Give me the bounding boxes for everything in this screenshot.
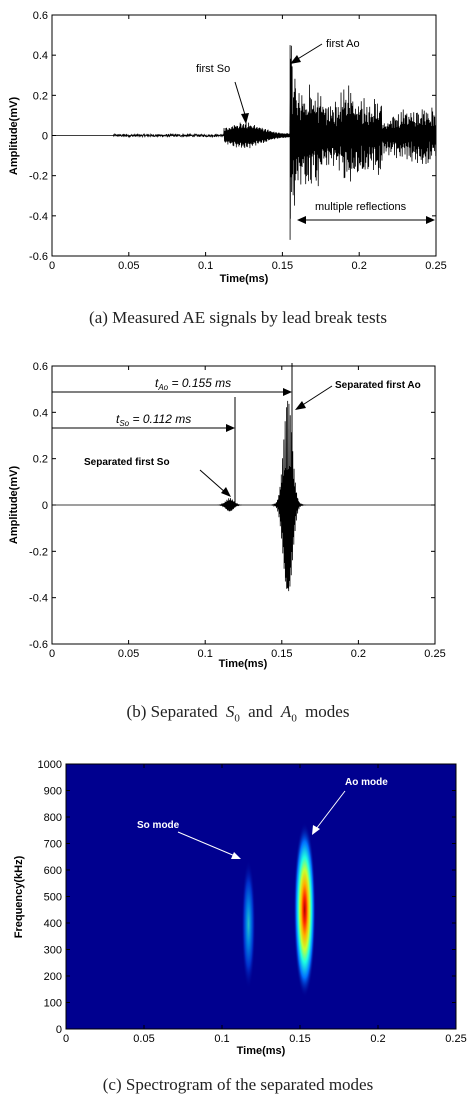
y-tick-label: 0.6 <box>33 10 48 22</box>
annot-so-mode: So mode <box>137 820 180 831</box>
annot-separated-first-so: Separated first So <box>84 457 170 468</box>
y-tick-label: 0.6 <box>33 361 48 373</box>
spectrogram-background <box>66 764 456 1029</box>
plot-b-signal-line <box>52 400 435 592</box>
y-tick-label: 700 <box>44 839 62 851</box>
plot-c-x-ticks: 0 0.05 0.1 0.15 0.2 0.25 <box>63 764 467 1045</box>
y-tick-label: 0.2 <box>33 454 48 466</box>
y-tick-label: 0 <box>42 500 48 512</box>
y-tick-label: 1000 <box>38 759 62 771</box>
y-tick-label: 0.4 <box>33 50 48 62</box>
x-tick-label: 0 <box>49 648 55 660</box>
plot-b: 0 0.05 0.1 0.15 0.2 0.25 -0.6-0.4-0.200.20.40… <box>8 361 446 670</box>
arrow-so-mode <box>177 831 236 857</box>
x-tick-label: 0.25 <box>445 1033 466 1045</box>
plot-c-xlabel: Time(ms) <box>237 1045 286 1057</box>
arrowhead-mr-right <box>426 216 435 224</box>
x-tick-label: 0.25 <box>424 648 445 660</box>
arrowhead-first-ao <box>290 55 301 64</box>
caption-c: (c) Spectrogram of the separated modes <box>102 1075 374 1094</box>
arrowhead-so-mode <box>231 852 241 859</box>
tao-arrowhead <box>283 388 292 396</box>
caption-a: (a) Measured AE signals by lead break te… <box>89 308 387 327</box>
x-tick-label: 0.2 <box>352 260 367 272</box>
arrowhead-separated-so <box>221 487 231 497</box>
annot-first-ao: first Ao <box>326 38 360 50</box>
y-tick-label: 800 <box>44 812 62 824</box>
x-tick-label: 0.05 <box>133 1033 154 1045</box>
spectrogram-ao-blob <box>293 822 316 998</box>
caption-b: (b) Separated S0 and A0 modes <box>126 702 350 725</box>
y-tick-label: -0.2 <box>29 171 48 183</box>
y-tick-label: 300 <box>44 945 62 957</box>
plot-c: 0 0.05 0.1 0.15 0.2 0.25 0 100 200 300 400 500 600 7… <box>13 759 467 1057</box>
plot-a-xlabel: Time(ms) <box>220 273 269 285</box>
plot-a-x-ticks: 0 0.05 0.1 0.15 0.2 0.25 <box>49 15 447 272</box>
x-tick-label: 0.25 <box>425 260 446 272</box>
arrow-ao-mode <box>315 790 346 830</box>
y-tick-label: 900 <box>44 786 62 798</box>
annot-ao-mode: Ao mode <box>345 777 388 788</box>
y-tick-label: 100 <box>44 998 62 1010</box>
x-tick-label: 0.2 <box>351 648 366 660</box>
y-tick-label: 0.2 <box>33 90 48 102</box>
x-tick-label: 0.1 <box>198 260 213 272</box>
plot-b-x-ticks: 0 0.05 0.1 0.15 0.2 0.25 <box>49 366 446 660</box>
annot-tao: tAo = 0.155 ms <box>155 376 231 392</box>
plot-c-ylabel: Frequency(kHz) <box>13 855 25 938</box>
y-tick-label: 0 <box>56 1024 62 1036</box>
x-tick-label: 0.1 <box>198 648 213 660</box>
x-tick-label: 0.05 <box>118 260 139 272</box>
x-tick-label: 0.15 <box>289 1033 310 1045</box>
x-tick-label: 0.1 <box>214 1033 229 1045</box>
y-tick-label: -0.4 <box>29 593 48 605</box>
plot-c-y-ticks: 0 100 200 300 400 500 600 700 800 900 1000 <box>38 759 456 1036</box>
annot-separated-first-ao: Separated first Ao <box>335 380 421 391</box>
annot-tso: tSo = 0.112 ms <box>116 412 191 428</box>
y-tick-label: -0.4 <box>29 211 48 223</box>
arrow-first-ao <box>295 43 323 61</box>
y-tick-label: 0.4 <box>33 407 48 419</box>
x-tick-label: 0 <box>49 260 55 272</box>
annot-first-so: first So <box>196 63 230 75</box>
arrow-first-so <box>234 81 247 119</box>
arrowhead-first-so <box>241 113 249 124</box>
x-tick-label: 0.15 <box>271 648 292 660</box>
plot-b-y-ticks: -0.6 -0.4 -0.2 0 0.2 0.4 0.6 <box>29 361 435 651</box>
y-tick-label: 500 <box>44 892 62 904</box>
y-tick-label: 400 <box>44 918 62 930</box>
x-tick-label: 0.05 <box>118 648 139 660</box>
y-tick-label: 0 <box>42 131 48 143</box>
y-tick-label: -0.2 <box>29 546 48 558</box>
y-tick-label: 200 <box>44 971 62 983</box>
x-tick-label: 0.2 <box>370 1033 385 1045</box>
arrow-separated-so <box>199 469 227 494</box>
plot-b-xlabel: Time(ms) <box>219 658 268 670</box>
tso-arrowhead <box>226 424 235 432</box>
plot-a-signal-line <box>52 45 437 240</box>
y-tick-label: -0.6 <box>29 639 48 651</box>
plot-a-ylabel: Amplitude(mV) <box>8 97 20 176</box>
arrowhead-mr-left <box>297 216 306 224</box>
arrowhead-ao-mode <box>312 825 320 835</box>
x-tick-label: 0 <box>63 1033 69 1045</box>
spectrogram-so-blob <box>241 859 256 990</box>
plot-b-ylabel: Amplitude(mV) <box>8 466 20 545</box>
arrow-separated-ao <box>300 385 333 407</box>
arrowhead-separated-ao <box>295 401 306 410</box>
annot-multiple-reflections: multiple reflections <box>315 201 407 213</box>
plot-a: 0 0.05 0.1 0.15 0.2 0.25 -0.6-0.4-0.200.20.40… <box>8 10 447 285</box>
y-tick-label: 600 <box>44 865 62 877</box>
y-tick-label: -0.6 <box>29 251 48 263</box>
x-tick-label: 0.15 <box>272 260 293 272</box>
